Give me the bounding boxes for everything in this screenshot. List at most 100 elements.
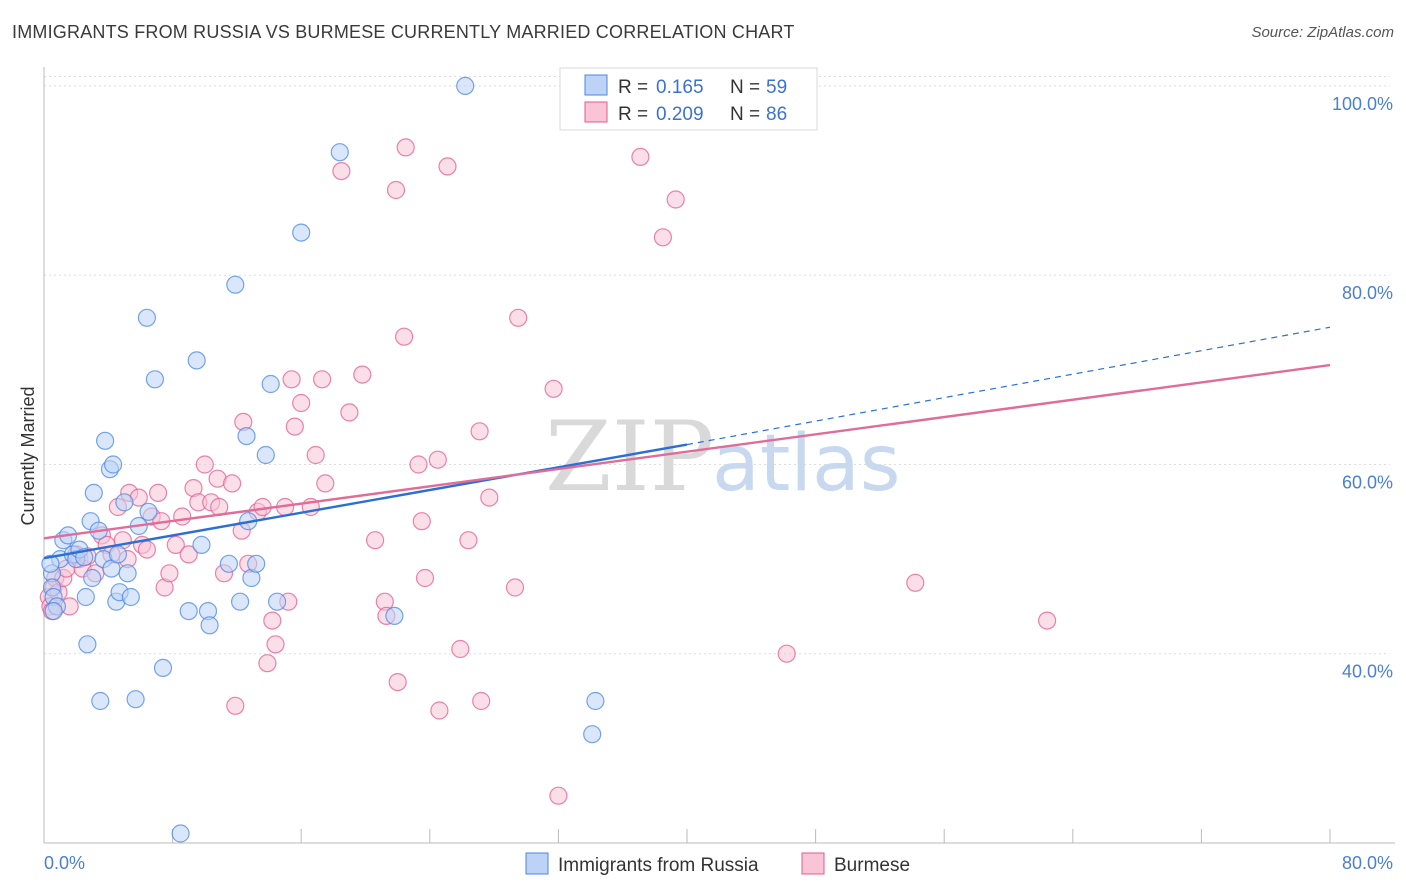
russia-trend-line: [43, 443, 688, 560]
burmese-point: [666, 190, 685, 209]
watermark-atlas: atlas: [712, 419, 901, 509]
russia-point: [139, 502, 158, 521]
burmese-point: [631, 147, 650, 166]
burmese-point: [470, 422, 489, 441]
burmese-point: [428, 450, 447, 469]
burmese-point: [472, 691, 491, 711]
x-tick-label: 80.0%: [1342, 853, 1393, 873]
russia-point: [83, 568, 102, 588]
russia-point: [103, 455, 123, 474]
russia-point: [44, 601, 63, 621]
russia-point: [226, 275, 245, 294]
burmese-point: [332, 162, 351, 181]
russia-point: [256, 445, 275, 465]
russia-point: [76, 587, 95, 607]
burmese-point: [1037, 611, 1057, 630]
russia-point: [126, 690, 145, 709]
bottom-legend-swatch-russia: [525, 852, 549, 875]
x-tick-label: 0.0%: [44, 853, 85, 873]
y-tick-labels: 40.0% 60.0% 80.0% 100.0%: [1332, 94, 1393, 682]
russia-point: [145, 370, 164, 389]
russia-point: [261, 374, 280, 394]
legend-swatch-russia: [584, 74, 608, 96]
bottom-legend: Immigrants from Russia Burmese: [525, 852, 910, 876]
russia-point: [95, 431, 115, 450]
russia-point: [583, 725, 602, 744]
burmese-point: [505, 578, 525, 597]
burmese-point: [258, 654, 277, 673]
burmese-point: [223, 474, 242, 493]
russia-point: [108, 545, 128, 564]
russia-trend-extrapolation: [686, 326, 1331, 446]
legend-r-value: 0.165: [656, 77, 704, 98]
burmese-point: [396, 138, 415, 157]
russia-points: [41, 76, 605, 843]
burmese-point: [544, 379, 563, 398]
burmese-point: [266, 635, 285, 654]
burmese-point: [395, 327, 414, 346]
burmese-point: [306, 445, 325, 465]
legend-n-label: N =: [730, 77, 760, 98]
y-tick-label: 60.0%: [1342, 472, 1393, 492]
burmese-point: [285, 417, 304, 436]
burmese-point: [366, 531, 385, 550]
source-label: Source: ZipAtlas.com: [1251, 24, 1394, 41]
burmese-point: [388, 672, 407, 692]
russia-point: [268, 592, 287, 611]
axes: [43, 67, 1395, 844]
russia-point: [91, 691, 110, 711]
legend-r-label: R =: [618, 104, 648, 125]
burmese-point: [166, 535, 185, 555]
burmese-point: [353, 365, 372, 384]
burmese-point: [137, 540, 156, 559]
burmese-point: [409, 455, 428, 474]
burmese-point: [480, 488, 499, 507]
burmese-point: [226, 696, 245, 715]
russia-point: [187, 351, 206, 370]
burmese-point: [282, 370, 301, 389]
legend-box: R = 0.165 N = 59 R = 0.209 N = 86: [559, 67, 818, 131]
russia-point: [171, 824, 190, 843]
burmese-point: [459, 531, 478, 550]
bottom-legend-label-russia: Immigrants from Russia: [558, 855, 759, 876]
russia-point: [118, 564, 137, 583]
burmese-point: [195, 455, 214, 474]
russia-point: [237, 427, 256, 446]
burmese-point: [653, 228, 673, 247]
russia-point: [137, 308, 156, 327]
russia-point: [179, 601, 198, 621]
burmese-point: [386, 180, 406, 200]
russia-point: [84, 483, 103, 502]
legend-r-label: R =: [618, 77, 648, 98]
russia-point: [586, 691, 605, 711]
burmese-point: [160, 564, 179, 583]
russia-point: [456, 76, 475, 96]
burmese-point: [415, 568, 435, 588]
y-axis-label: Currently Married: [18, 386, 38, 525]
russia-point: [231, 592, 250, 611]
y-tick-label: 40.0%: [1342, 662, 1393, 682]
russia-point: [200, 616, 219, 635]
russia-point: [41, 554, 60, 573]
y-tick-label: 80.0%: [1342, 283, 1393, 303]
grid-lines: [44, 75, 1390, 655]
russia-point: [219, 554, 238, 573]
russia-point: [385, 606, 404, 626]
burmese-point: [313, 370, 332, 389]
russia-point: [78, 635, 97, 654]
bottom-legend-swatch-burmese: [801, 852, 825, 875]
y-tick-label: 100.0%: [1332, 94, 1393, 114]
russia-point: [115, 493, 134, 512]
russia-point: [330, 143, 349, 162]
burmese-point: [316, 474, 335, 493]
chart-title: IMMIGRANTS FROM RUSSIA VS BURMESE CURREN…: [12, 22, 795, 42]
russia-point: [121, 587, 140, 607]
legend-r-value: 0.209: [656, 104, 704, 125]
burmese-point: [509, 308, 528, 327]
burmese-point: [906, 573, 925, 592]
burmese-point: [549, 786, 568, 805]
bottom-legend-label-burmese: Burmese: [834, 855, 910, 876]
burmese-trend-line: [43, 363, 1331, 540]
burmese-point: [777, 644, 796, 663]
